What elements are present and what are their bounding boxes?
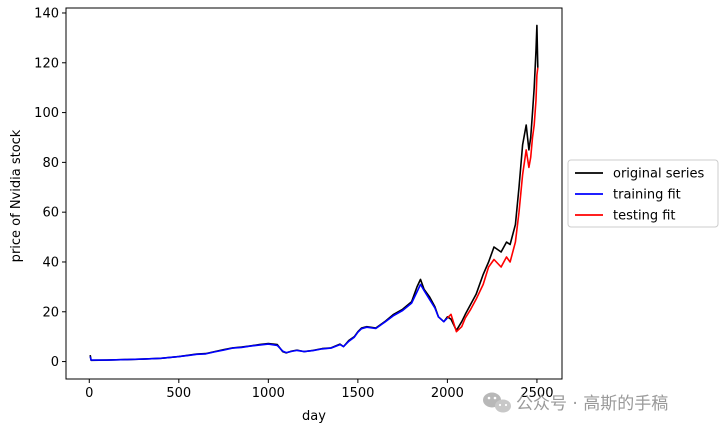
y-tick-label: 20: [42, 305, 59, 320]
series-line-testing-fit: [446, 67, 539, 333]
y-axis: 0 20 40 60 80 100 120 140: [34, 6, 66, 370]
x-tick-label: 0: [85, 386, 93, 401]
legend-label: training fit: [613, 188, 681, 203]
x-tick-label: 1000: [252, 386, 285, 401]
legend-label: testing fit: [613, 209, 676, 224]
x-tick-label: 1500: [341, 386, 374, 401]
series-line-training-fit: [89, 283, 448, 361]
y-tick-label: 60: [42, 206, 59, 221]
x-tick-label: 500: [166, 386, 191, 401]
legend-box: [567, 159, 719, 228]
y-tick-label: 140: [34, 6, 59, 21]
watermark: 公众号 · 高斯的手稿: [483, 392, 668, 414]
y-axis-label: price of Nvidia stock: [9, 129, 24, 262]
legend-label: original series: [613, 167, 704, 182]
x-axis: 0 500 1000 1500 2000 2500: [85, 379, 553, 401]
x-tick-label: 2000: [431, 386, 464, 401]
wechat-icon: [483, 392, 511, 413]
x-axis-label: day: [302, 409, 326, 424]
y-tick-label: 0: [51, 355, 59, 370]
y-tick-label: 100: [34, 106, 59, 121]
x-tick-label: 2500: [520, 386, 553, 401]
y-tick-label: 40: [42, 255, 59, 270]
plot-frame: [65, 7, 563, 380]
plot-area: [66, 8, 562, 379]
series-layer: [89, 24, 539, 362]
y-tick-label: 80: [42, 156, 59, 171]
legend: original series training fit testing fit: [567, 159, 719, 228]
y-tick-label: 120: [34, 56, 59, 71]
watermark-text: 公众号 · 高斯的手稿: [516, 394, 668, 414]
